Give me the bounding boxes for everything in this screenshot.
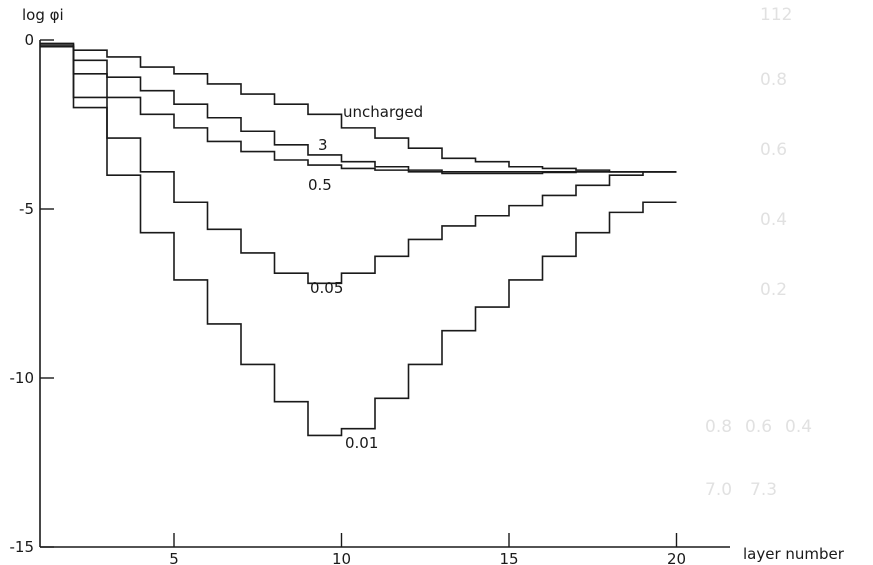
- series-line: [40, 44, 677, 173]
- ghost-label: 7.3: [750, 480, 777, 500]
- x-tick-label: 10: [332, 550, 351, 565]
- x-tick-label: 5: [169, 550, 179, 565]
- series-line: [40, 45, 677, 437]
- series-label: 0.05: [310, 279, 343, 297]
- x-tick-label: 20: [667, 550, 686, 565]
- series-label: 0.01: [345, 434, 378, 452]
- series-labels: uncharged 3 0.5 0.05 0.01: [308, 103, 423, 452]
- y-axis-title: log φi: [22, 6, 64, 24]
- ghost-label: 0.8: [760, 70, 787, 90]
- series-label: uncharged: [343, 103, 423, 121]
- ghost-label: 0.6: [745, 417, 772, 437]
- ghost-label: 7.0: [705, 480, 732, 500]
- ghost-label: 0.8: [705, 417, 732, 437]
- series-line: [40, 45, 677, 175]
- ghost-label: 0.4: [785, 417, 812, 437]
- series-label: 0.5: [308, 176, 332, 194]
- y-tick-label: -10: [10, 369, 35, 387]
- axes: 0 -5 -10 -15 5 10 15 20: [10, 31, 730, 565]
- x-tick-label: 15: [499, 550, 518, 565]
- x-axis-title: layer number: [743, 545, 845, 563]
- bleed-through-text: 112 0.8 0.6 0.4 0.2 0.8 0.6 0.4 7.0 7.3: [705, 5, 812, 500]
- series-group: [40, 42, 677, 437]
- y-tick-label: 0: [24, 31, 34, 49]
- ghost-label: 0.6: [760, 140, 787, 160]
- y-tick-label: -5: [19, 200, 34, 218]
- series-line: [40, 45, 677, 285]
- ghost-label: 0.2: [760, 280, 787, 300]
- ghost-label: 0.4: [760, 210, 787, 230]
- series-line: [40, 42, 677, 173]
- ghost-label: 112: [760, 5, 792, 25]
- y-tick-label: -15: [10, 538, 35, 556]
- series-label: 3: [318, 136, 328, 154]
